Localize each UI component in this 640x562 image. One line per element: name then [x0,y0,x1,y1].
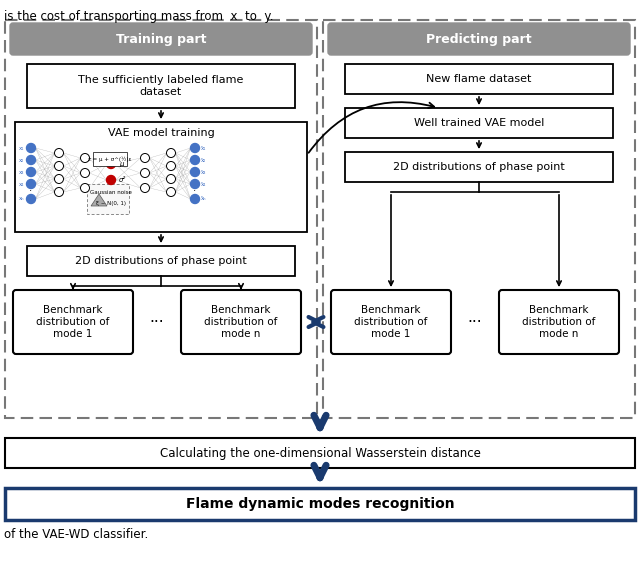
Circle shape [166,148,175,157]
Circle shape [166,174,175,184]
Bar [5,20,317,418]
Circle shape [26,156,35,165]
Text: ···: ··· [150,315,164,329]
Text: ξ ~ N(0, 1): ξ ~ N(0, 1) [96,201,126,206]
Text: The sufficiently labeled flame
dataset: The sufficiently labeled flame dataset [78,75,244,97]
Text: Predicting part: Predicting part [426,33,532,46]
Text: :: : [29,187,33,197]
Circle shape [166,161,175,170]
Circle shape [81,153,90,162]
Bar [27,64,295,108]
Text: ···: ··· [468,315,483,329]
FancyBboxPatch shape [328,23,630,55]
Circle shape [54,161,63,170]
Text: x̂₂: x̂₂ [202,157,207,162]
Circle shape [54,188,63,197]
Circle shape [191,194,200,203]
Text: New flame dataset: New flame dataset [426,74,532,84]
FancyBboxPatch shape [499,290,619,354]
Text: Benchmark
distribution of
mode n: Benchmark distribution of mode n [522,305,596,338]
Text: 2D distributions of phase point: 2D distributions of phase point [75,256,247,266]
Circle shape [106,160,115,169]
Circle shape [141,153,150,162]
Text: x₁: x₁ [19,146,25,151]
Text: Benchmark
distribution of
mode 1: Benchmark distribution of mode 1 [36,305,109,338]
Text: 2D distributions of phase point: 2D distributions of phase point [393,162,565,172]
Circle shape [54,148,63,157]
Circle shape [191,143,200,152]
Circle shape [191,179,200,188]
Text: Benchmark
distribution of
mode 1: Benchmark distribution of mode 1 [355,305,428,338]
Text: Flame dynamic modes recognition: Flame dynamic modes recognition [186,497,454,511]
Text: of the VAE-WD classifier.: of the VAE-WD classifier. [4,528,148,541]
Circle shape [26,143,35,152]
Bar [5,488,635,520]
Bar [93,152,127,166]
Circle shape [141,169,150,178]
Bar [15,122,307,232]
Bar [323,20,635,418]
Circle shape [26,167,35,176]
Circle shape [26,194,35,203]
FancyBboxPatch shape [13,290,133,354]
Circle shape [81,184,90,193]
Circle shape [141,184,150,193]
Text: :: : [193,187,196,197]
FancyBboxPatch shape [10,23,312,55]
Bar [5,438,635,468]
Text: Well trained VAE model: Well trained VAE model [414,118,544,128]
Circle shape [81,169,90,178]
Circle shape [191,156,200,165]
Text: x₃: x₃ [19,170,25,174]
Text: x₂: x₂ [19,157,25,162]
Bar [345,152,613,182]
Text: x̂₁: x̂₁ [202,146,207,151]
FancyBboxPatch shape [331,290,451,354]
Circle shape [191,167,200,176]
Circle shape [54,174,63,184]
Text: x̂₃: x̂₃ [201,170,207,174]
Circle shape [166,188,175,197]
Text: x₄: x₄ [19,182,25,187]
Bar [345,108,613,138]
Text: x̂₄: x̂₄ [202,182,207,187]
Text: VAE model training: VAE model training [108,128,214,138]
Circle shape [26,179,35,188]
Bar [87,184,129,214]
Text: Benchmark
distribution of
mode n: Benchmark distribution of mode n [204,305,278,338]
Text: Training part: Training part [116,33,206,46]
Text: μ: μ [119,161,124,167]
Circle shape [106,175,115,184]
Text: is the cost of transporting mass from  x  to  y.: is the cost of transporting mass from x … [4,10,273,23]
Text: z = μ + σ^(½)ε: z = μ + σ^(½)ε [88,156,132,162]
FancyBboxPatch shape [181,290,301,354]
Text: σ²: σ² [119,177,126,183]
Bar [345,64,613,94]
Bar [27,246,295,276]
Text: x̂ₙ: x̂ₙ [201,197,207,202]
Text: xₙ: xₙ [19,197,25,202]
Text: Calculating the one-dimensional Wasserstein distance: Calculating the one-dimensional Wasserst… [159,446,481,460]
Text: Gaussian noise: Gaussian noise [90,189,132,194]
Polygon shape [91,194,107,206]
